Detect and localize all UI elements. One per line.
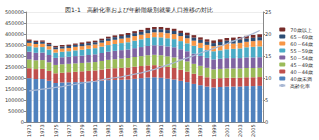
svg-text:1995: 1995 — [184, 124, 190, 137]
svg-text:1989: 1989 — [145, 124, 151, 137]
svg-text:2003: 2003 — [237, 124, 243, 137]
svg-text:350000: 350000 — [5, 42, 24, 48]
svg-text:1993: 1993 — [171, 124, 177, 137]
svg-text:5: 5 — [265, 97, 268, 103]
svg-text:300000: 300000 — [5, 53, 24, 59]
svg-text:70歳以上: 70歳以上 — [290, 27, 311, 33]
svg-text:400000: 400000 — [5, 31, 24, 37]
svg-text:250000: 250000 — [5, 64, 24, 70]
svg-text:1987: 1987 — [132, 124, 138, 137]
svg-text:図1-1 高齢化率および年齢階級別就業人口推移の対比: 図1-1 高齢化率および年齢階級別就業人口推移の対比 — [65, 6, 213, 13]
svg-text:1991: 1991 — [158, 124, 164, 137]
svg-text:200000: 200000 — [5, 75, 24, 81]
svg-text:1981: 1981 — [92, 124, 98, 137]
svg-text:65～69歳: 65～69歳 — [290, 34, 313, 40]
svg-text:50000: 50000 — [8, 108, 24, 114]
svg-text:15: 15 — [265, 53, 271, 59]
svg-text:高齢化率: 高齢化率 — [290, 83, 310, 89]
svg-text:0: 0 — [265, 119, 268, 125]
svg-text:60～64歳: 60～64歳 — [290, 41, 313, 47]
svg-text:100000: 100000 — [5, 97, 24, 103]
svg-text:0: 0 — [21, 119, 24, 125]
svg-text:20: 20 — [265, 31, 271, 37]
svg-text:2001: 2001 — [224, 124, 230, 137]
svg-text:1997: 1997 — [197, 124, 203, 137]
svg-text:1973: 1973 — [39, 124, 45, 137]
svg-text:50～54歳: 50～54歳 — [290, 55, 313, 61]
svg-text:1983: 1983 — [105, 124, 111, 137]
svg-text:1979: 1979 — [79, 124, 85, 137]
svg-text:45～49歳: 45～49歳 — [290, 62, 313, 68]
svg-text:1985: 1985 — [118, 124, 124, 137]
svg-text:2005: 2005 — [250, 124, 256, 137]
svg-text:1977: 1977 — [66, 124, 72, 137]
svg-text:55～59歳: 55～59歳 — [290, 48, 313, 54]
svg-text:10: 10 — [265, 75, 271, 81]
svg-text:1999: 1999 — [211, 124, 217, 137]
svg-text:40歳未満: 40歳未満 — [290, 76, 311, 82]
svg-text:450000: 450000 — [5, 20, 24, 26]
svg-text:500000: 500000 — [5, 9, 24, 15]
svg-text:1975: 1975 — [53, 124, 59, 137]
svg-text:150000: 150000 — [5, 86, 24, 92]
svg-text:40～44歳: 40～44歳 — [290, 69, 313, 75]
svg-text:25: 25 — [265, 9, 271, 15]
svg-text:1971: 1971 — [26, 124, 32, 137]
